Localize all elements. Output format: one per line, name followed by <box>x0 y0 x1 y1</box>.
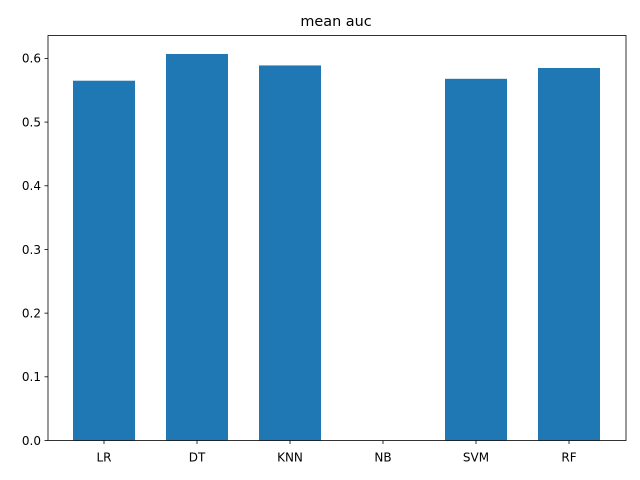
x-tick-label-dt: DT <box>189 451 206 465</box>
x-tick-label-lr: LR <box>96 451 111 465</box>
bar-knn <box>259 65 321 441</box>
y-axis: 0.0 0.1 0.2 0.3 0.4 0.5 0.6 <box>22 52 48 448</box>
x-tick-label-knn: KNN <box>277 451 303 465</box>
x-tick-label-rf: RF <box>561 451 576 465</box>
y-tick-label: 0.0 <box>22 434 41 448</box>
x-tick-label-nb: NB <box>374 451 391 465</box>
bar-rf <box>538 67 600 441</box>
y-tick-label: 0.2 <box>22 306 41 320</box>
x-tick-label-svm: SVM <box>463 451 489 465</box>
y-tick-label: 0.6 <box>22 52 41 66</box>
bar-lr <box>73 80 135 441</box>
bar-svm <box>445 78 507 441</box>
chart-title: mean auc <box>300 14 371 30</box>
x-axis: LR DT KNN NB SVM RF <box>96 440 577 465</box>
plot-frame <box>47 35 627 441</box>
bar-dt <box>166 53 228 441</box>
y-tick-label: 0.5 <box>22 115 41 129</box>
bars-group <box>73 53 600 441</box>
y-tick-label: 0.1 <box>22 370 41 384</box>
y-tick-label: 0.3 <box>22 243 41 257</box>
y-tick-label: 0.4 <box>22 179 41 193</box>
